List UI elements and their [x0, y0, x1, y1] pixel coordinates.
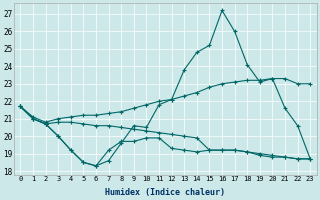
X-axis label: Humidex (Indice chaleur): Humidex (Indice chaleur) [105, 188, 225, 197]
